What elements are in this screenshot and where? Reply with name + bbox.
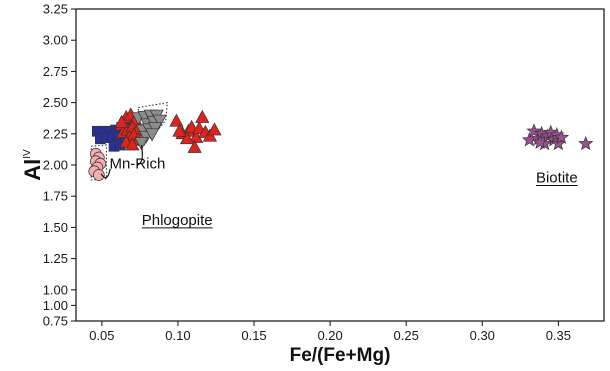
mn-rich-leader-line (137, 144, 143, 166)
data-points (88, 107, 594, 181)
y-tick-label: 2.00 (43, 158, 68, 173)
star-point (532, 134, 548, 150)
y-axis-title: AlIV (20, 149, 45, 181)
triangle-down-point (134, 137, 149, 151)
y-axis-title-superscript: IV (22, 149, 33, 159)
annotations: Mn-Rich Phlogopite Biotite (100, 144, 578, 229)
triangle-up-point (187, 139, 202, 153)
x-axis-ticks: 0.05 0.10 0.15 0.20 0.25 0.30 0.35 (89, 321, 571, 343)
y-tick-label: 3.25 (43, 2, 68, 17)
triangle-up-point (207, 122, 222, 136)
x-tick-label: 0.25 (394, 328, 419, 343)
circle-point (92, 169, 105, 181)
y-tick-label: 2.25 (43, 126, 68, 141)
triangle-down-point (152, 114, 167, 128)
y-tick-label: 2.75 (43, 64, 68, 79)
triangle-up-point (169, 113, 184, 127)
triangle-up-point (114, 114, 129, 128)
y-axis-ticks: 0.751.001.001.251.501.752.002.252.502.75… (43, 2, 76, 329)
y-axis-title-main: Al (20, 159, 45, 181)
x-tick-label: 0.15 (241, 328, 266, 343)
x-tick-label: 0.05 (89, 328, 114, 343)
y-tick-label: 2.50 (43, 95, 68, 110)
y-tick-label: 1.50 (43, 220, 68, 235)
triangle-up-point (125, 137, 140, 151)
y-tick-label: 1.75 (43, 189, 68, 204)
x-tick-label: 0.30 (470, 328, 495, 343)
x-tick-label: 0.20 (317, 328, 342, 343)
triangle-up-point (172, 123, 187, 137)
mn-rich-leader-line (100, 168, 111, 179)
annotation-phlogopite: Phlogopite (142, 212, 213, 229)
star-point (553, 129, 570, 145)
y-tick-label: 3.00 (43, 33, 68, 48)
x-tick-label: 0.35 (546, 328, 571, 343)
y-tick-label: 1.25 (43, 251, 68, 266)
y-tick-label: 0.75 (43, 314, 68, 329)
y-tick-label: 1.00 (43, 298, 68, 313)
y-tick-label: 1.00 (43, 282, 68, 297)
triangle-up-point (195, 109, 210, 123)
annotation-biotite: Biotite (536, 169, 578, 186)
star-point (578, 135, 594, 151)
x-axis-title: Fe/(Fe+Mg) (290, 345, 391, 366)
annotation-mn-rich: Mn-Rich (109, 156, 165, 173)
star-point (521, 132, 538, 147)
triangle-down-point (144, 128, 160, 142)
triangle-up-point (179, 131, 195, 145)
star-point (526, 123, 542, 138)
x-tick-label: 0.10 (165, 328, 190, 343)
